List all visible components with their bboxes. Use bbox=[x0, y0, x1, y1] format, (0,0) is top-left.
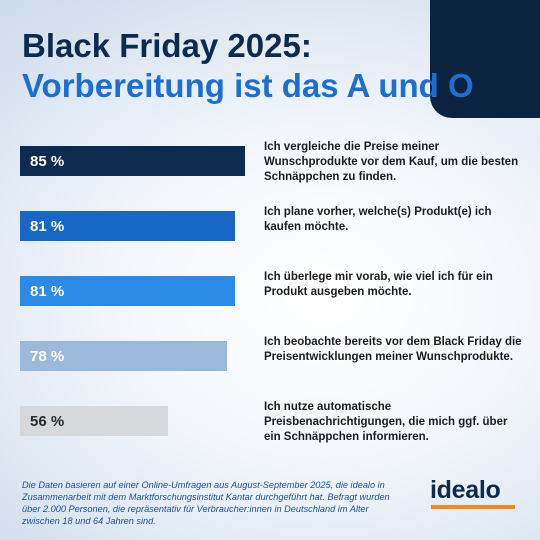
corner-decoration bbox=[430, 0, 540, 118]
bar-row: 78 % Ich beobachte bereits vor dem Black … bbox=[0, 336, 540, 391]
bar-category-label: Ich überlege mir vorab, wie viel ich für… bbox=[264, 271, 493, 298]
bar-row: 81 % Ich plane vorher, welche(s) Produkt(… bbox=[0, 206, 540, 261]
bar: 78 % bbox=[20, 341, 227, 371]
idealo-logo: idealo bbox=[430, 476, 501, 504]
bar-row: 56 % Ich nutze automatische Preisbenachri… bbox=[0, 401, 540, 456]
bar-category-label: Ich nutze automatische Preisbenachrichti… bbox=[264, 401, 508, 443]
bar: 85 % bbox=[20, 146, 245, 176]
bar-value-label: 81 % bbox=[30, 282, 65, 300]
footnote: Die Daten basieren auf einer Online-Umfr… bbox=[22, 480, 390, 526]
bar-value-label: 85 % bbox=[30, 152, 65, 170]
logo-underline bbox=[431, 505, 515, 509]
page-title: Black Friday 2025: Vorbereitung ist das … bbox=[22, 26, 474, 106]
bar-value-label: 81 % bbox=[30, 217, 65, 235]
bar-category-label: Ich beobachte bereits vor dem Black Frid… bbox=[264, 336, 522, 363]
bar-value-label: 56 % bbox=[30, 412, 65, 430]
bar: 81 % bbox=[20, 276, 235, 306]
bar-row: 85 % Ich vergleiche die Preise meiner Wun… bbox=[0, 141, 540, 196]
bar-value-label: 78 % bbox=[30, 347, 65, 365]
bar-category-label: Ich vergleiche die Preise meiner Wunschp… bbox=[264, 141, 519, 183]
bar: 56 % bbox=[20, 406, 168, 436]
bar-row: 81 % Ich überlege mir vorab, wie viel ich… bbox=[0, 271, 540, 326]
bar: 81 % bbox=[20, 211, 235, 241]
title-line-2: Vorbereitung ist das A und O bbox=[22, 67, 474, 104]
title-line-1: Black Friday 2025: bbox=[22, 27, 312, 64]
bar-category-label: Ich plane vorher, welche(s) Produkt(e) i… bbox=[264, 206, 492, 233]
